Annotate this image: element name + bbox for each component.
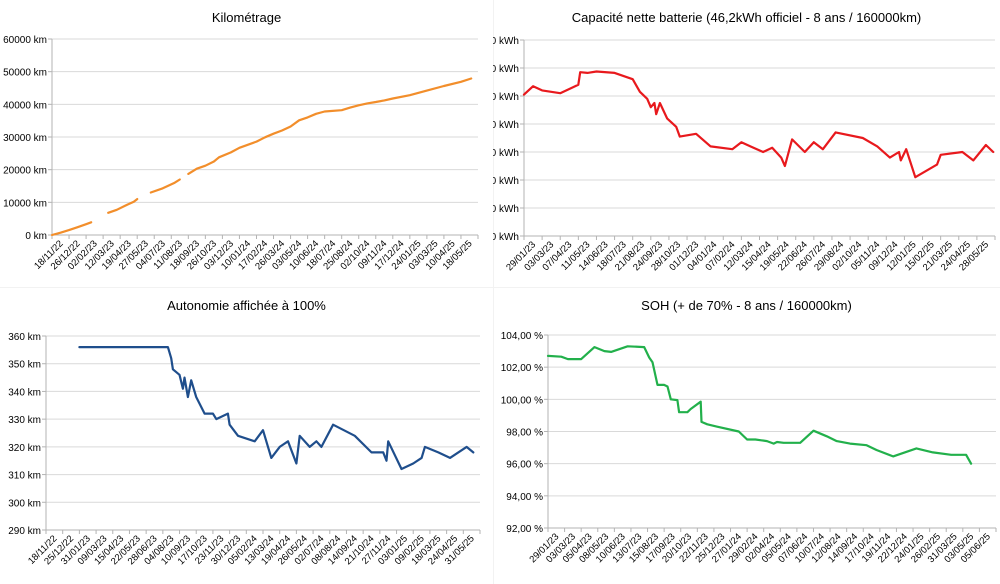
y-tick-label: 310 km bbox=[8, 471, 41, 482]
y-tick-label: 104,00 % bbox=[501, 331, 543, 342]
chart-kilometrage: Kilométrage 0 km 10000 km 20000 km 30000 km 4… bbox=[3, 10, 479, 272]
y-tick-label: 350 km bbox=[8, 360, 41, 371]
y-tick-label: 92,00 % bbox=[506, 524, 543, 535]
y-tick-label: 360 km bbox=[8, 332, 41, 343]
y-tick-label: 42,00 kWh bbox=[493, 148, 519, 159]
y-tick-label: 38,00 kWh bbox=[493, 204, 519, 215]
y-tick-label: 0 km bbox=[25, 231, 47, 242]
series-line-segment bbox=[522, 70, 995, 179]
chart-title: Kilométrage bbox=[212, 10, 281, 25]
series-line-segment bbox=[107, 198, 139, 214]
y-tick-label: 40000 km bbox=[3, 100, 47, 111]
y-tick-label: 30000 km bbox=[3, 133, 47, 144]
series-line-segment bbox=[50, 221, 93, 237]
panel-divider-vertical bbox=[493, 0, 494, 584]
y-tick-label: 300 km bbox=[8, 498, 41, 509]
y-tick-label: 40,00 kWh bbox=[493, 176, 519, 187]
y-tick-label: 96,00 % bbox=[506, 460, 543, 471]
y-tick-label: 340 km bbox=[8, 387, 41, 398]
y-tick-label: 44,00 kWh bbox=[493, 120, 519, 131]
y-tick-label: 102,00 % bbox=[501, 363, 543, 374]
series-line-segment bbox=[78, 345, 475, 471]
y-tick-label: 48,00 kWh bbox=[493, 64, 519, 75]
y-tick-label: 36,00 kWh bbox=[493, 232, 519, 243]
chart-title: SOH (+ de 70% - 8 ans / 160000km) bbox=[641, 298, 852, 313]
chart-capacite-batterie: Capacité nette batterie (46,2kWh officie… bbox=[493, 10, 996, 273]
series-line-segment bbox=[187, 77, 473, 175]
y-tick-label: 60000 km bbox=[3, 35, 47, 46]
chart-title: Capacité nette batterie (46,2kWh officie… bbox=[572, 10, 922, 25]
y-tick-label: 10000 km bbox=[3, 198, 47, 209]
y-tick-label: 50,00 kWh bbox=[493, 36, 519, 47]
y-tick-label: 98,00 % bbox=[506, 428, 543, 439]
chart-title: Autonomie affichée à 100% bbox=[167, 298, 326, 313]
y-tick-label: 50000 km bbox=[3, 68, 47, 79]
y-tick-label: 20000 km bbox=[3, 166, 47, 177]
chart-soh: SOH (+ de 70% - 8 ans / 160000km) 92,00 %… bbox=[501, 298, 997, 565]
y-tick-label: 94,00 % bbox=[506, 492, 543, 503]
y-tick-label: 100,00 % bbox=[501, 395, 543, 406]
y-tick-label: 330 km bbox=[8, 415, 41, 426]
panel-divider-horizontal bbox=[0, 287, 1000, 288]
series-line-segment bbox=[149, 178, 181, 194]
y-tick-label: 320 km bbox=[8, 443, 41, 454]
y-tick-label: 290 km bbox=[8, 526, 41, 537]
y-tick-label: 46,00 kWh bbox=[493, 92, 519, 103]
series-line-segment bbox=[546, 345, 973, 465]
chart-autonomie: Autonomie affichée à 100% 290 km 300 km 310… bbox=[8, 298, 481, 567]
